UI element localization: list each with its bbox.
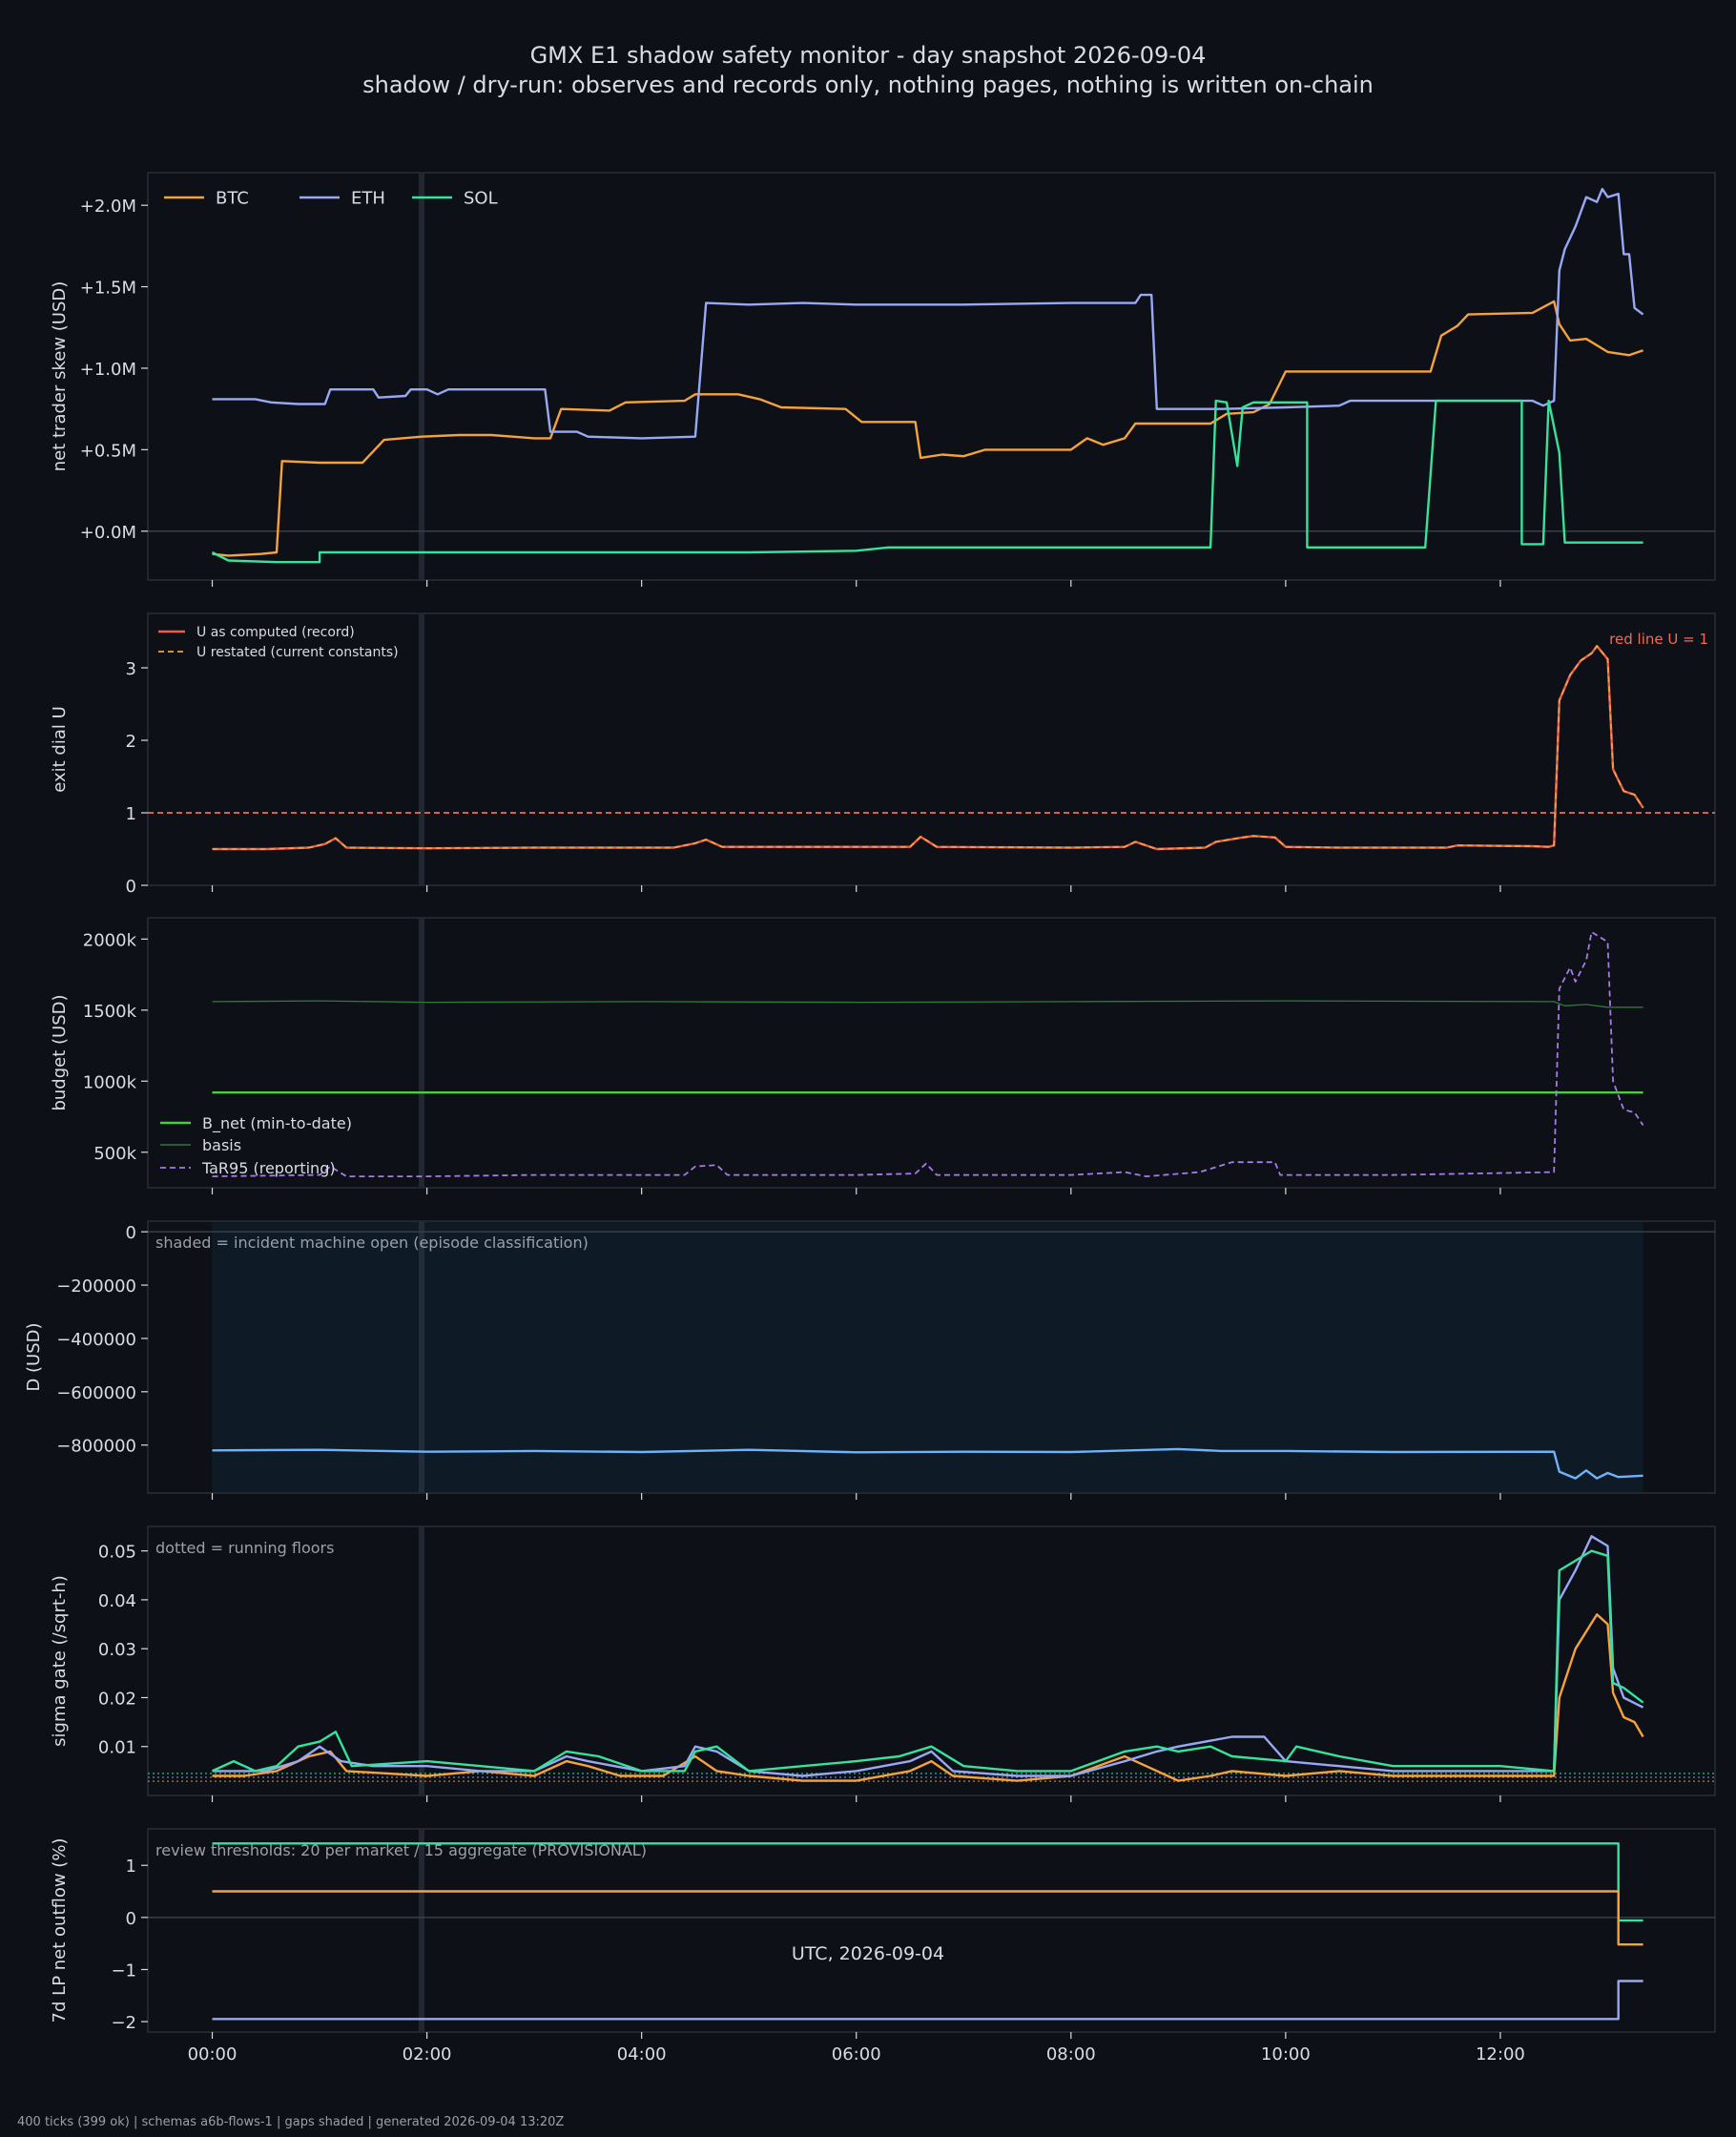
gap-marker <box>418 919 424 1187</box>
panel-note: shaded = incident machine open (episode … <box>155 1234 589 1252</box>
panel-6: 1 0 −1 −2 00:00 02:00 04:00 06:00 08:00 10:00 12:0… <box>50 1828 1716 2064</box>
footer-status: 400 ticks (399 ok) | schemas a6b-flows-1… <box>17 2115 564 2129</box>
y-tick-label: 3 <box>126 659 136 679</box>
y-tick-label: 0.01 <box>98 1738 136 1758</box>
x-tick-label: 06:00 <box>832 2044 881 2064</box>
series-line-u-as-computed-record- <box>212 645 1644 851</box>
panel-frame <box>147 917 1716 1189</box>
panels: +0.0M +0.5M +1.0M +1.5M +2.0M net trader skew… <box>24 172 1716 2064</box>
y-tick-label: −200000 <box>56 1276 136 1297</box>
y-tick-label: 500k <box>93 1144 136 1164</box>
x-tick-label: 08:00 <box>1046 2044 1096 2064</box>
series-line-d <box>212 1447 1643 1480</box>
panel-frame <box>147 1220 1716 1494</box>
series-line-sol <box>212 1549 1644 1773</box>
chart-title: GMX E1 shadow safety monitor - day snaps… <box>530 42 1207 69</box>
incident-shade <box>212 1222 1643 1492</box>
legend-basis: basis <box>202 1136 241 1154</box>
panel-2: 0 1 2 3 exit dial U red line U = 1 <box>50 612 1716 897</box>
y-tick-label: 1000k <box>83 1072 137 1092</box>
y-tick-label: 0 <box>126 877 136 897</box>
red-line-label: red line U = 1 <box>1609 631 1708 648</box>
y-tick-label: 1 <box>126 1857 136 1877</box>
y-tick-label: −800000 <box>56 1437 136 1457</box>
gap-marker <box>418 614 424 884</box>
y-tick-label: 0 <box>126 1909 136 1929</box>
x-tick-label: 00:00 <box>188 2044 238 2064</box>
series-line-eth <box>212 187 1644 440</box>
panel-frame <box>147 1525 1716 1796</box>
legend-sol: SOL <box>464 188 498 208</box>
x-axis-label: UTC, 2026-09-04 <box>792 1943 944 1964</box>
y-axis-label: exit dial U <box>50 706 70 793</box>
y-tick-label: +1.0M <box>80 360 136 380</box>
legend-tar95: TaR95 (reporting) <box>201 1159 336 1177</box>
y-tick-label: +0.5M <box>80 441 136 461</box>
y-axis-label: budget (USD) <box>50 994 70 1110</box>
y-tick-label: +2.0M <box>80 197 136 217</box>
y-tick-label: 0.04 <box>98 1591 136 1611</box>
panel-note: dotted = running floors <box>155 1539 334 1557</box>
y-axis-label: net trader skew (USD) <box>50 281 70 472</box>
legend-u-restated: U restated (current constants) <box>196 645 399 660</box>
legend-eth: ETH <box>351 188 385 208</box>
series-line-btc <box>212 1890 1643 1946</box>
legend-u-computed: U as computed (record) <box>196 625 355 640</box>
chart-subtitle: shadow / dry-run: observes and records o… <box>362 72 1374 98</box>
y-tick-label: 2 <box>126 732 136 752</box>
y-tick-label: −400000 <box>56 1330 136 1350</box>
series-line-tar95-reporting- <box>212 931 1644 1177</box>
panel-frame <box>147 1828 1716 2033</box>
y-tick-label: +0.0M <box>80 523 136 543</box>
series-line-eth <box>212 1535 1644 1777</box>
series-line-basis <box>212 1000 1643 1008</box>
y-tick-label: 1500k <box>83 1002 137 1022</box>
gap-marker <box>418 1830 424 2031</box>
series-line-sol <box>211 399 1643 564</box>
legend-btc: BTC <box>216 188 249 208</box>
y-axis-label: sigma gate (/sqrt-h) <box>50 1575 70 1747</box>
x-tick-label: 02:00 <box>403 2044 452 2064</box>
x-tick-label: 04:00 <box>617 2044 667 2064</box>
panel-frame <box>147 612 1716 886</box>
y-axis-label: D (USD) <box>24 1322 44 1391</box>
y-tick-label: 0 <box>126 1223 136 1243</box>
gap-marker <box>418 174 424 579</box>
y-tick-label: −1 <box>111 1961 136 1981</box>
x-tick-label: 12:00 <box>1476 2044 1525 2064</box>
panel-4: 0 −200000 −400000 −600000 −800000 D (USD) shad… <box>24 1220 1716 1500</box>
series-line-btc <box>212 300 1643 557</box>
y-tick-label: −600000 <box>56 1383 136 1403</box>
panel-5: 0.01 0.02 0.03 0.04 0.05 sigma gate (/sqrt-h)… <box>50 1525 1716 1802</box>
y-tick-label: 2000k <box>83 930 137 950</box>
panel-1: +0.0M +0.5M +1.0M +1.5M +2.0M net trader skew… <box>50 172 1716 587</box>
gap-marker <box>418 1222 424 1492</box>
series-line-u-restated-current-constants- <box>212 645 1644 850</box>
legend-b-net: B_net (min-to-date) <box>202 1114 352 1133</box>
y-axis-label: 7d LP net outflow (%) <box>50 1838 70 2023</box>
series-line-sol <box>212 1842 1643 1922</box>
panel-frame <box>147 172 1716 581</box>
panel-3: 500k 1000k 1500k 2000k budget (USD) <box>50 917 1716 1194</box>
x-tick-label: 10:00 <box>1261 2044 1311 2064</box>
y-tick-label: 0.02 <box>98 1689 136 1709</box>
series-line-eth <box>212 1980 1643 2021</box>
y-tick-label: 0.05 <box>98 1543 136 1563</box>
series-line-btc <box>212 1613 1644 1782</box>
y-tick-label: 1 <box>126 804 136 824</box>
y-tick-label: −2 <box>111 2013 136 2033</box>
panel-note: review thresholds: 20 per market / 15 ag… <box>155 1841 647 1859</box>
y-tick-label: 0.03 <box>98 1640 136 1660</box>
y-tick-label: +1.5M <box>80 279 136 299</box>
gap-marker <box>418 1527 424 1795</box>
